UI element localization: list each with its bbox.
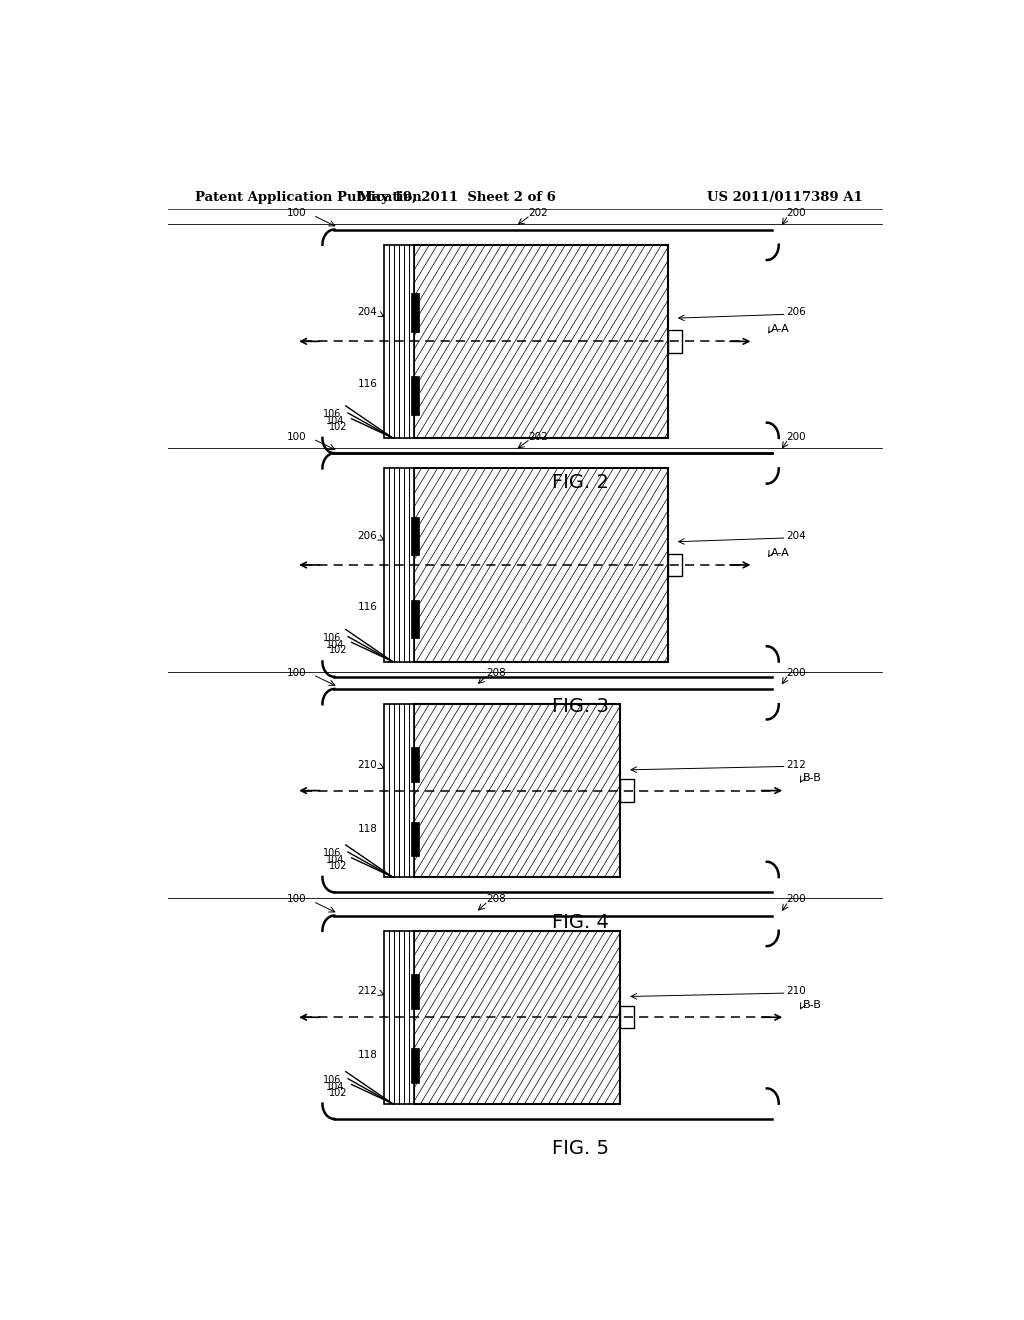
Text: 208: 208	[486, 668, 506, 677]
Text: 102: 102	[329, 861, 347, 871]
Text: 204: 204	[357, 308, 377, 317]
Bar	[414, 704, 620, 876]
Text: 116: 116	[357, 379, 377, 389]
Text: 208: 208	[486, 895, 506, 904]
Text: 100: 100	[287, 432, 306, 442]
Bar	[414, 469, 668, 661]
Bar	[414, 244, 668, 438]
Bar	[412, 376, 419, 414]
Bar	[414, 931, 620, 1104]
Text: 200: 200	[786, 668, 806, 677]
Text: 212: 212	[357, 986, 377, 997]
Bar	[412, 599, 419, 639]
Text: 210: 210	[786, 986, 807, 997]
Text: 102: 102	[329, 645, 347, 656]
Text: B-B: B-B	[803, 774, 821, 783]
Bar	[384, 931, 414, 1104]
Bar	[412, 1048, 419, 1082]
Bar	[414, 469, 668, 661]
Text: 212: 212	[786, 760, 807, 770]
Bar	[668, 554, 682, 576]
Text: 104: 104	[326, 416, 344, 426]
Text: Patent Application Publication: Patent Application Publication	[196, 190, 422, 203]
Text: 100: 100	[287, 895, 306, 904]
Text: 210: 210	[357, 760, 377, 770]
Text: FIG. 3: FIG. 3	[552, 697, 609, 715]
Text: A-A: A-A	[771, 325, 790, 334]
Text: 106: 106	[324, 1074, 342, 1085]
Text: 106: 106	[324, 847, 342, 858]
Bar	[414, 704, 620, 876]
Text: 118: 118	[357, 1051, 377, 1060]
Bar	[412, 293, 419, 331]
Text: 200: 200	[786, 209, 806, 218]
Text: FIG. 4: FIG. 4	[552, 912, 609, 932]
Text: 200: 200	[786, 432, 806, 442]
Bar	[620, 1006, 634, 1028]
Text: FIG. 2: FIG. 2	[552, 474, 609, 492]
Bar	[412, 747, 419, 781]
Text: 206: 206	[786, 308, 807, 317]
Bar	[620, 779, 634, 801]
Bar	[384, 244, 414, 438]
Text: 106: 106	[324, 632, 342, 643]
Bar	[414, 244, 668, 438]
Text: 200: 200	[786, 895, 806, 904]
Text: FIG. 5: FIG. 5	[552, 1139, 609, 1158]
Bar	[412, 516, 419, 556]
Text: US 2011/0117389 A1: US 2011/0117389 A1	[708, 190, 863, 203]
Text: 104: 104	[326, 1082, 344, 1092]
Text: 102: 102	[329, 422, 347, 432]
Bar	[412, 974, 419, 1008]
Bar	[668, 330, 682, 352]
Text: 100: 100	[287, 668, 306, 677]
Text: 106: 106	[324, 409, 342, 418]
Text: A-A: A-A	[771, 548, 790, 558]
Text: 104: 104	[326, 855, 344, 865]
Text: 104: 104	[326, 640, 344, 649]
Text: 100: 100	[287, 209, 306, 218]
Bar	[414, 931, 620, 1104]
Text: 118: 118	[357, 824, 377, 834]
Text: 202: 202	[528, 209, 548, 218]
Text: May 19, 2011  Sheet 2 of 6: May 19, 2011 Sheet 2 of 6	[358, 190, 556, 203]
Text: 202: 202	[528, 432, 548, 442]
Text: 206: 206	[357, 531, 377, 541]
Text: 116: 116	[357, 602, 377, 612]
Bar	[412, 822, 419, 857]
Text: 204: 204	[786, 531, 807, 541]
Bar	[384, 704, 414, 876]
Text: B-B: B-B	[803, 1001, 821, 1010]
Text: 102: 102	[329, 1088, 347, 1097]
Bar	[384, 469, 414, 661]
